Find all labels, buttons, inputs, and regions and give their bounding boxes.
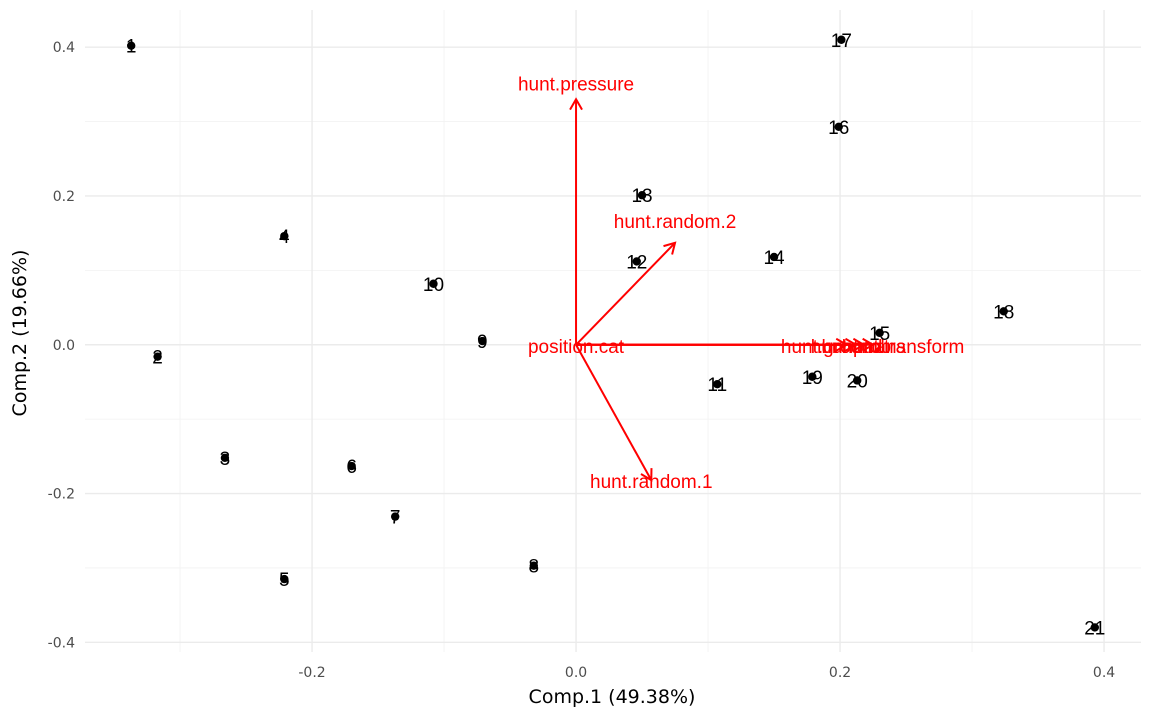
- score-point: [1090, 623, 1100, 632]
- arrow-head: [640, 468, 653, 482]
- point-label: 9: [477, 332, 488, 353]
- score-point: [347, 461, 356, 471]
- score-point: [127, 41, 136, 50]
- arrow-head: [663, 241, 677, 255]
- x-tick-label: 0.0: [565, 665, 587, 681]
- x-axis-ticks: -0.2 0.0 0.2 0.4: [298, 665, 1115, 681]
- point-label: 15: [869, 324, 890, 345]
- loading-arrow: [575, 242, 676, 346]
- loading-label: hunt.ground: [781, 337, 882, 358]
- y-axis-ticks: -0.4 -0.2 0.0 0.2 0.4: [48, 40, 75, 651]
- arrow-head: [569, 97, 583, 111]
- y-tick-label: 0.0: [53, 338, 75, 354]
- score-point: [632, 257, 641, 266]
- arrow-head: [862, 337, 876, 352]
- loading-label: hunt.transform: [842, 337, 965, 358]
- loading-arrows: hunt.pressure hunt.random.2 hunt.random.1 p…: [518, 74, 964, 493]
- y-tick-label: 0.2: [53, 189, 75, 205]
- point-label: 14: [763, 248, 785, 269]
- x-tick-label: -0.2: [298, 665, 325, 681]
- grid: [85, 10, 1141, 652]
- loading-label: hunt.pressure: [518, 74, 634, 95]
- score-point: [280, 574, 289, 584]
- point-label: 21: [1084, 618, 1105, 639]
- point-label: 13: [631, 186, 652, 207]
- point-label: 1: [126, 37, 137, 58]
- loading-label: hunt.random.2: [614, 212, 737, 233]
- loading-label: hunt.prob: [811, 337, 891, 358]
- score-point: [837, 35, 846, 44]
- point-label: 16: [828, 118, 849, 139]
- point-label: 3: [220, 449, 231, 470]
- y-tick-label: -0.4: [48, 635, 75, 651]
- score-point: [153, 352, 162, 361]
- score-point: [853, 376, 862, 385]
- point-label: 17: [831, 31, 852, 52]
- score-point: [808, 372, 817, 381]
- y-axis-title: Comp.2 (19.66%): [9, 250, 31, 417]
- score-point: [280, 231, 289, 241]
- y-tick-label: -0.2: [48, 487, 75, 503]
- y-tick-label: 0.4: [53, 40, 75, 56]
- point-label: 5: [279, 570, 290, 591]
- loading-label: position.cat: [528, 337, 625, 358]
- point-label: 6: [346, 457, 357, 478]
- point-label: 18: [993, 302, 1014, 323]
- point-label: 2: [152, 348, 163, 369]
- point-label: 20: [847, 371, 868, 392]
- loading-arrow: [575, 344, 653, 481]
- x-tick-label: 0.2: [829, 665, 851, 681]
- score-point: [637, 191, 647, 200]
- point-label: 11: [707, 375, 727, 396]
- x-axis-title: Comp.1 (49.38%): [529, 686, 696, 708]
- loading-label: hunt.trans: [822, 337, 907, 358]
- point-label: 8: [529, 557, 540, 578]
- score-point: [769, 252, 779, 262]
- point-label: 10: [423, 275, 444, 296]
- score-point: [529, 561, 538, 570]
- loading-label: hunt.random.1: [590, 472, 713, 493]
- point-label: 12: [626, 252, 647, 273]
- point-label: 4: [279, 227, 290, 248]
- score-point: [713, 379, 722, 389]
- score-point: [834, 122, 843, 131]
- score-point: [391, 512, 400, 521]
- score-point: [875, 328, 884, 338]
- score-point: [999, 307, 1008, 316]
- point-label: 19: [802, 368, 823, 389]
- score-point: [429, 279, 438, 288]
- score-point: [220, 453, 230, 463]
- score-point: [478, 336, 487, 346]
- x-tick-label: 0.4: [1093, 665, 1115, 681]
- point-label: 7: [390, 508, 401, 529]
